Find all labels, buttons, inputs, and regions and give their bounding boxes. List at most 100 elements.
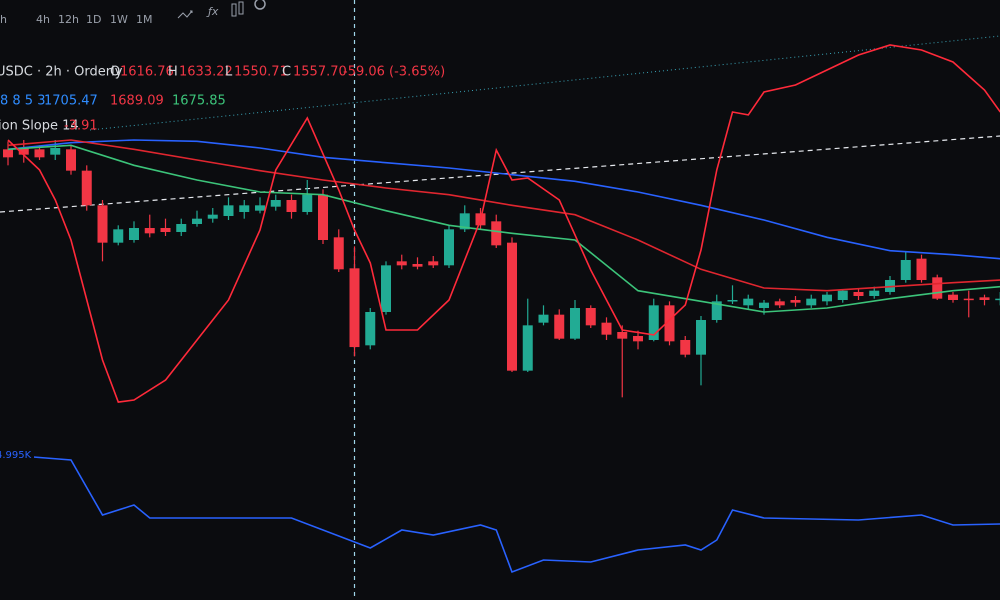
candle-body bbox=[664, 305, 675, 342]
candle-icon[interactable] bbox=[231, 3, 237, 17]
indicator-line bbox=[7, 144, 1000, 313]
ohlc-value: 1633.22 bbox=[179, 65, 233, 80]
candle-body bbox=[81, 170, 92, 206]
candle-body bbox=[223, 205, 234, 216]
indicator-line bbox=[7, 44, 1000, 403]
slope-value: -3.91 bbox=[64, 119, 98, 134]
candle-body bbox=[822, 294, 832, 302]
candle-body bbox=[963, 298, 974, 301]
candle-body bbox=[192, 218, 202, 224]
slope-label: ion Slope 14 bbox=[0, 119, 79, 134]
candle-body bbox=[979, 297, 990, 300]
candle-body bbox=[129, 228, 139, 240]
candle-body bbox=[711, 301, 722, 320]
candle-body bbox=[50, 148, 61, 155]
candle-body bbox=[286, 200, 297, 212]
candle-body bbox=[428, 261, 439, 266]
candle-body bbox=[522, 325, 533, 371]
interval[interactable]: 4h bbox=[36, 13, 50, 26]
volume-line bbox=[7, 454, 1000, 574]
candle-body bbox=[270, 200, 281, 207]
candle-body bbox=[727, 300, 738, 302]
interval[interactable]: h bbox=[0, 13, 7, 26]
candle-body bbox=[554, 314, 565, 339]
indicator-icon[interactable] bbox=[177, 10, 193, 19]
indicator-line bbox=[7, 139, 1000, 260]
indicator-line bbox=[7, 139, 1000, 292]
candle-body bbox=[743, 298, 754, 306]
candle-body bbox=[396, 261, 407, 266]
ma-label: 8 8 5 3 bbox=[0, 94, 45, 109]
candle-body bbox=[144, 228, 155, 234]
candle-body bbox=[444, 229, 454, 266]
candle-body bbox=[853, 292, 864, 296]
candle-body bbox=[995, 298, 1000, 301]
interval[interactable]: 1M bbox=[136, 13, 153, 26]
candle-body bbox=[176, 224, 187, 232]
ohlc-value: 1616.76 bbox=[120, 65, 174, 80]
candle-body bbox=[459, 213, 470, 230]
candle-body bbox=[601, 322, 612, 335]
ohlc-label: H bbox=[168, 65, 178, 80]
candle-body bbox=[948, 294, 958, 300]
legend: USDC · 2h · Orderly O 1616.76 H 1633.22 … bbox=[0, 65, 445, 134]
ma-value: 1689.09 bbox=[110, 94, 164, 109]
candle-body bbox=[806, 298, 817, 306]
toolbar: h 4h 12h 1D 1W 1M ƒx bbox=[0, 0, 266, 26]
candle-body bbox=[680, 340, 691, 355]
candle-body bbox=[774, 301, 785, 306]
candle-body bbox=[113, 229, 124, 243]
candle-body bbox=[34, 149, 45, 158]
candle-body bbox=[617, 332, 628, 339]
candle-body bbox=[3, 149, 13, 158]
candle-body bbox=[207, 214, 218, 219]
candle-body bbox=[302, 194, 313, 212]
candle-body bbox=[633, 336, 643, 342]
settings-icon[interactable] bbox=[254, 0, 266, 10]
candle-body bbox=[349, 268, 360, 348]
candle-body bbox=[570, 308, 580, 339]
ohlc-label: O bbox=[110, 65, 120, 80]
ohlc-label: L bbox=[225, 65, 233, 80]
candle-body bbox=[585, 308, 596, 326]
candle-body bbox=[837, 290, 848, 300]
price-tag bbox=[0, 447, 34, 463]
ohlc-label: C bbox=[282, 65, 291, 80]
candle-body bbox=[648, 305, 659, 340]
ma-value: 1675.85 bbox=[172, 94, 226, 109]
candles bbox=[3, 140, 1000, 398]
trend-line bbox=[89, 35, 1000, 131]
candle-body bbox=[318, 194, 328, 240]
ohlc-value: 1550.71 bbox=[234, 65, 288, 80]
candle-body bbox=[538, 314, 549, 323]
candle-body bbox=[900, 260, 911, 280]
ma-value: 1705.47 bbox=[44, 94, 98, 109]
candle-body bbox=[932, 277, 943, 299]
candle-body bbox=[790, 300, 801, 303]
candle-body bbox=[255, 205, 265, 211]
candle-body bbox=[18, 148, 29, 155]
fx-icon[interactable]: ƒx bbox=[206, 5, 219, 18]
interval[interactable]: 12h bbox=[58, 13, 79, 26]
change: -59.06 (-3.65%) bbox=[343, 65, 445, 80]
interval[interactable]: 1W bbox=[110, 13, 128, 26]
candle-body bbox=[759, 302, 769, 308]
candle-body bbox=[333, 237, 344, 270]
candle-body bbox=[916, 258, 927, 280]
candle-body bbox=[97, 205, 108, 243]
candle-icon[interactable] bbox=[238, 1, 244, 15]
price-tag-label: 4.995K bbox=[0, 450, 32, 461]
symbol: USDC · 2h · Orderly bbox=[0, 65, 123, 80]
candle-body bbox=[696, 320, 706, 355]
candle-body bbox=[239, 205, 250, 212]
candle-body bbox=[381, 265, 391, 312]
candle-body bbox=[365, 312, 376, 346]
interval[interactable]: 1D bbox=[86, 13, 101, 26]
candle-body bbox=[160, 228, 171, 232]
candle-body bbox=[66, 149, 76, 171]
ohlc-value: 1557.70 bbox=[293, 65, 347, 80]
candle-body bbox=[491, 221, 502, 246]
candle-body bbox=[869, 290, 880, 296]
